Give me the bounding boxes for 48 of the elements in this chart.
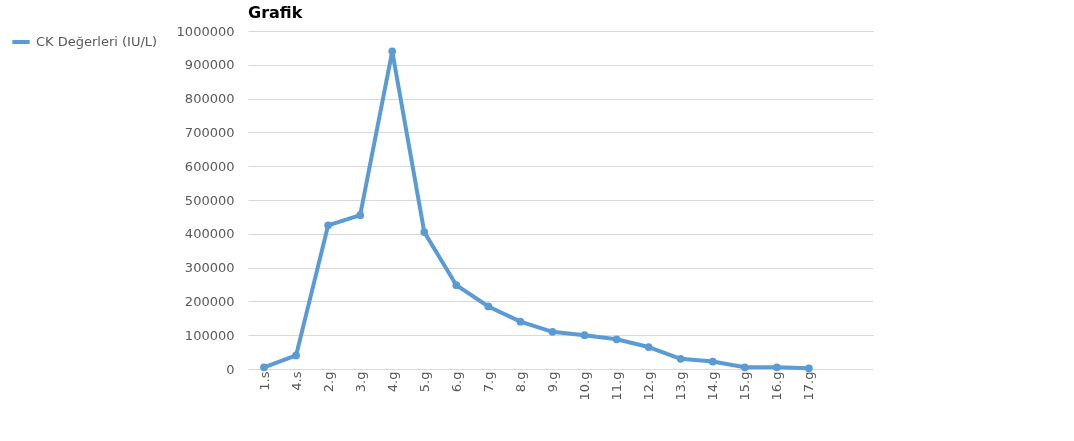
x-tick-label: 15.g bbox=[737, 371, 753, 401]
x-tick-label: 4.s bbox=[288, 371, 304, 391]
point bbox=[676, 354, 685, 363]
x-tick-label: 16.g bbox=[769, 371, 785, 401]
point bbox=[260, 363, 268, 372]
point bbox=[452, 281, 461, 290]
y-tick-label: 1000000 bbox=[176, 23, 235, 39]
x-tick-label: 7.g bbox=[480, 371, 496, 393]
chart-title: Grafik bbox=[248, 3, 303, 22]
x-tick-label: 8.g bbox=[512, 371, 528, 393]
x-tick-label: 11.g bbox=[609, 371, 625, 401]
x-tick-label: 4.g bbox=[384, 371, 400, 393]
legend-label: CK Değerleri (IU/L) bbox=[36, 34, 158, 49]
y-tick-label: 200000 bbox=[184, 293, 235, 309]
point bbox=[612, 335, 621, 344]
y-tick-label: 100000 bbox=[184, 327, 235, 343]
y-tick-label: 600000 bbox=[184, 158, 235, 174]
y-tick-label: 700000 bbox=[184, 124, 235, 140]
y-tick-label: 0 bbox=[226, 361, 235, 377]
point bbox=[420, 228, 429, 236]
y-tick-label: 400000 bbox=[184, 226, 235, 242]
x-tick-label: 12.g bbox=[641, 371, 657, 401]
x-tick-label: 10.g bbox=[577, 371, 593, 401]
point bbox=[548, 327, 557, 336]
point bbox=[740, 363, 749, 372]
x-tick-label: 9.g bbox=[544, 371, 560, 393]
point bbox=[484, 302, 493, 311]
point bbox=[516, 317, 525, 326]
x-tick-label: 14.g bbox=[705, 371, 721, 401]
point bbox=[292, 351, 300, 360]
x-tick-label: 3.g bbox=[352, 371, 368, 393]
point bbox=[324, 221, 332, 230]
y-tick-label: 500000 bbox=[184, 192, 235, 208]
y-tick-label: 800000 bbox=[184, 91, 235, 107]
point bbox=[708, 357, 717, 366]
x-tick-label: 2.g bbox=[320, 371, 336, 393]
y-tick-label: 300000 bbox=[184, 260, 235, 276]
point bbox=[772, 363, 781, 372]
y-tick-label: 900000 bbox=[184, 57, 235, 73]
point bbox=[388, 47, 397, 56]
point bbox=[356, 211, 365, 220]
x-tick-label: 1.s bbox=[256, 371, 272, 391]
x-tick-label: 17.g bbox=[801, 371, 817, 401]
x-tick-label: 13.g bbox=[673, 371, 689, 401]
point bbox=[644, 343, 653, 351]
x-tick-label: 6.g bbox=[448, 371, 464, 393]
point bbox=[580, 331, 589, 340]
x-tick-label: 5.g bbox=[416, 371, 432, 393]
